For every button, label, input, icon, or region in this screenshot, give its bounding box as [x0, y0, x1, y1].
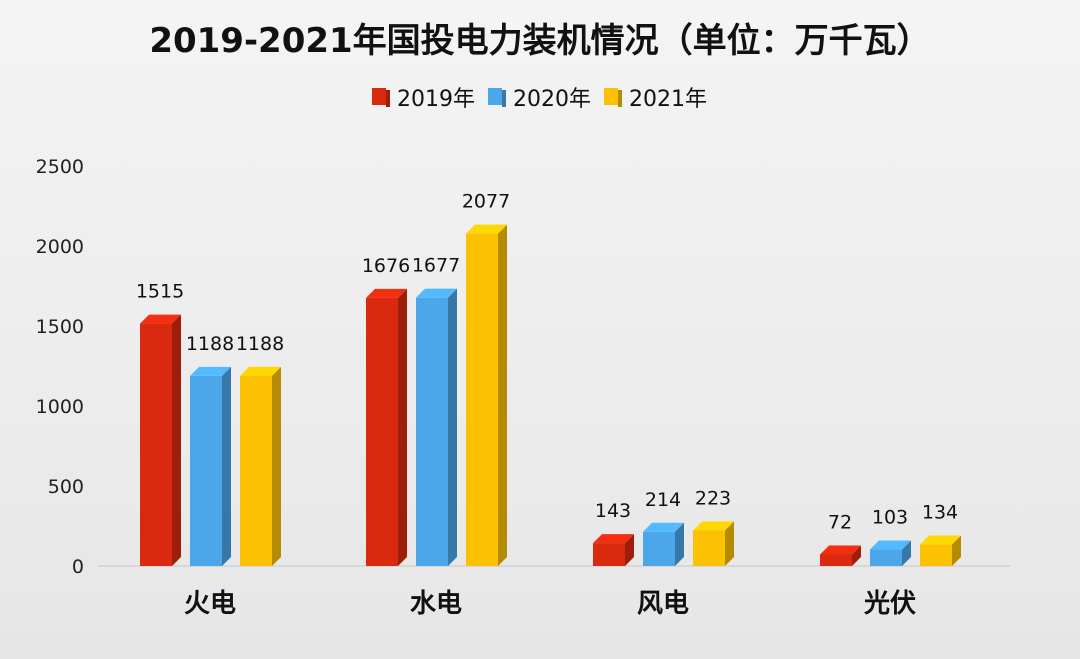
- bar-front: [870, 549, 902, 566]
- bar-side: [398, 288, 407, 566]
- data-label: 2077: [462, 191, 510, 213]
- bar-top: [240, 366, 281, 376]
- bar: 1188: [186, 333, 234, 566]
- y-tick-label: 0: [72, 556, 84, 578]
- bar-side: [625, 534, 634, 566]
- bar-front: [693, 530, 725, 566]
- bar-front: [643, 531, 675, 566]
- bar-front: [466, 233, 498, 566]
- bar-top: [366, 288, 407, 298]
- y-tick-label: 2000: [36, 236, 84, 258]
- y-tick-label: 2500: [36, 156, 84, 178]
- category-label: 火电: [184, 589, 236, 619]
- bar-side: [172, 314, 181, 566]
- bar: 1188: [236, 333, 284, 566]
- legend-swatch: [488, 88, 502, 105]
- category-label: 风电: [637, 589, 689, 619]
- bar: 143: [593, 500, 634, 566]
- y-tick-label: 500: [48, 476, 84, 498]
- bar-front: [593, 543, 625, 566]
- data-label: 1677: [412, 255, 460, 277]
- bar-front: [240, 375, 272, 566]
- bar-top: [466, 224, 507, 234]
- bar: 1676: [362, 255, 410, 566]
- x-axis: 火电 水电 风电 光伏: [184, 589, 916, 619]
- bar-side: [725, 521, 734, 566]
- bar-side: [902, 540, 911, 566]
- bar-front: [820, 554, 852, 566]
- category-label: 水电: [410, 589, 462, 619]
- bar-front: [140, 323, 172, 566]
- bar: 103: [870, 507, 911, 566]
- bar-side: [272, 366, 281, 566]
- data-label: 1188: [186, 333, 234, 355]
- legend-label: 2021年: [629, 87, 707, 112]
- bar-side: [952, 535, 961, 566]
- bar: 134: [920, 502, 961, 566]
- bar-top: [920, 535, 961, 545]
- y-tick-label: 1000: [36, 396, 84, 418]
- legend: 2019年 2020年 2021年: [372, 87, 707, 112]
- data-label: 143: [595, 500, 631, 522]
- bar-top: [820, 545, 861, 555]
- bar-top: [643, 522, 684, 532]
- bar-front: [416, 297, 448, 566]
- bar-top: [140, 314, 181, 324]
- data-label: 103: [872, 507, 908, 529]
- legend-swatch: [372, 88, 386, 105]
- bar-top: [416, 288, 457, 298]
- data-label: 134: [922, 502, 958, 524]
- data-label: 1188: [236, 333, 284, 355]
- y-tick-label: 1500: [36, 316, 84, 338]
- category-label: 光伏: [863, 589, 916, 619]
- bar-side: [448, 288, 457, 566]
- data-label: 1515: [136, 281, 184, 303]
- bar: 223: [693, 487, 734, 566]
- bar: 2077: [462, 191, 510, 566]
- data-label: 223: [695, 487, 731, 509]
- bar-top: [870, 540, 911, 550]
- legend-swatch-side: [618, 90, 622, 107]
- data-label: 1676: [362, 255, 410, 277]
- legend-label: 2020年: [513, 87, 591, 112]
- bar: 1515: [136, 281, 184, 566]
- bar-top: [190, 366, 231, 376]
- bar-top: [693, 521, 734, 531]
- y-axis: 0 500 1000 1500 2000 2500: [36, 156, 84, 578]
- chart-title: 2019-2021年国投电力装机情况（单位：万千瓦）: [149, 21, 930, 61]
- bar-side: [675, 522, 684, 566]
- bar: 214: [643, 489, 684, 566]
- bar-side: [222, 366, 231, 566]
- bar-side: [498, 224, 507, 566]
- bar: 72: [820, 511, 861, 566]
- legend-label: 2019年: [397, 87, 475, 112]
- bar-front: [366, 297, 398, 566]
- legend-swatch: [604, 88, 618, 105]
- legend-swatch-side: [502, 90, 506, 107]
- bars: 1515 1188 1188 1676 1677 2077 143 214 223 72 103 13…: [136, 191, 961, 566]
- bar-side: [852, 545, 861, 566]
- legend-swatch-side: [386, 90, 390, 107]
- bar-front: [920, 544, 952, 566]
- bar-top: [593, 534, 634, 544]
- bar-front: [190, 375, 222, 566]
- data-label: 214: [645, 489, 681, 511]
- bar: 1677: [412, 255, 460, 566]
- data-label: 72: [828, 511, 852, 533]
